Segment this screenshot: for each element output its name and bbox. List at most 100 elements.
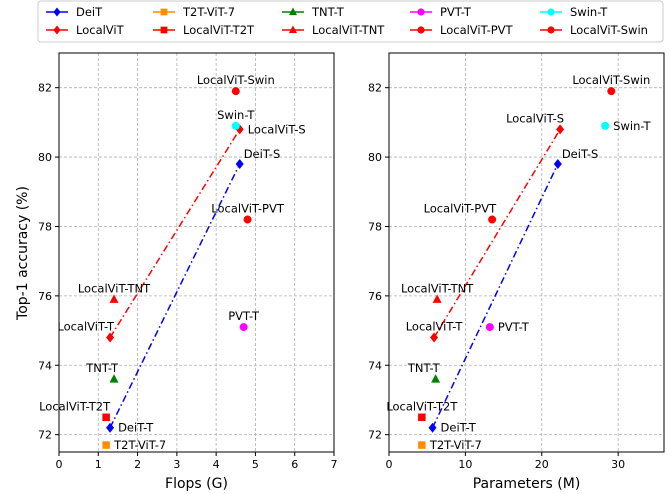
point-localvit-pvt <box>243 215 252 224</box>
point-deit-t <box>106 422 115 433</box>
legend-marker-swin-t <box>547 8 555 16</box>
flops-panel: 0 1 2 3 4 5 6 7 72 74 76 78 80 82 Flops (G) DeiT-T DeiT-… <box>38 52 338 492</box>
point-localvit-swin <box>231 87 240 96</box>
point-localvit-t2t <box>102 413 110 422</box>
legend-label-localvit: LocalViT <box>76 23 125 37</box>
y-tick-label: 72 <box>38 429 52 442</box>
y-tick-label: 74 <box>38 359 52 372</box>
point-label-localvit-pvt: LocalViT-PVT <box>424 202 498 216</box>
params-panel: 0 10 20 30 72 74 76 78 80 82 Parameters (M) DeiT-T D… <box>368 52 665 492</box>
x-tick-label: 10 <box>458 458 472 471</box>
x-tick-label: 0 <box>386 458 393 471</box>
point-label-tnt-t: TNT-T <box>407 361 441 375</box>
plot-frame <box>388 52 665 453</box>
point-label-tnt-t: TNT-T <box>85 361 119 375</box>
y-tick-label: 80 <box>368 151 382 164</box>
point-pvt-t <box>485 323 494 332</box>
legend-label-pvt-t: PVT-T <box>440 5 472 19</box>
legend-marker-localvit-pvt <box>417 26 425 34</box>
point-localvit-tnt <box>109 294 119 303</box>
trend-line-0 <box>431 163 559 429</box>
point-tnt-t <box>431 374 441 383</box>
legend: DeiT LocalViT T2T-ViT-7 LocalViT-T2T TNT-T Lo… <box>37 0 664 43</box>
point-t2t-vit-7 <box>102 441 110 449</box>
x-tick-label: 30 <box>611 458 625 471</box>
legend-marker-tnt-t <box>288 7 298 16</box>
x-axis-label: Parameters (M) <box>473 476 581 492</box>
point-label-localvit-swin: LocalViT-Swin <box>197 73 275 87</box>
point-label-deit-s: DeiT-S <box>562 147 599 161</box>
point-label-deit-s: DeiT-S <box>244 147 281 161</box>
y-tick-label: 80 <box>38 151 52 164</box>
legend-label-localvit-t2t: LocalViT-T2T <box>183 23 255 37</box>
legend-label-localvit-pvt: LocalViT-PVT <box>440 23 514 37</box>
trend-line-0 <box>109 163 241 429</box>
y-tick-label: 78 <box>38 220 52 233</box>
trend-line-1 <box>433 128 561 338</box>
x-tick-label: 1 <box>95 458 102 471</box>
point-label-localvit-t2t: LocalViT-T2T <box>39 399 111 413</box>
point-pvt-t <box>239 323 248 332</box>
y-tick-label: 82 <box>368 82 382 95</box>
y-tick-label: 76 <box>38 290 52 303</box>
legend-label-localvit-swin: LocalViT-Swin <box>570 23 648 37</box>
point-label-swin-t: Swin-T <box>613 119 651 133</box>
point-label-deit-t: DeiT-T <box>118 421 154 435</box>
point-label-localvit-s: LocalViT-S <box>248 122 306 136</box>
trend-line-1 <box>109 128 241 338</box>
y-tick-label: 72 <box>368 429 382 442</box>
point-deit-s <box>553 159 562 170</box>
point-localvit-t <box>106 332 115 343</box>
point-tnt-t <box>109 374 119 383</box>
x-tick-label: 2 <box>134 458 141 471</box>
point-deit-t <box>428 422 437 433</box>
point-label-localvit-swin: LocalViT-Swin <box>572 73 650 87</box>
x-tick-label: 0 <box>56 458 63 471</box>
point-t2t-vit-7 <box>418 441 426 449</box>
point-localvit-swin <box>607 87 616 96</box>
point-swin-t <box>601 121 610 130</box>
legend-label-t2t-vit-7: T2T-ViT-7 <box>182 5 235 19</box>
y-axis-label: Top-1 accuracy (%) <box>15 186 31 321</box>
legend-marker-t2t-vit-7 <box>160 8 168 16</box>
legend-marker-pvt-t <box>417 8 425 16</box>
point-label-pvt-t: PVT-T <box>498 320 530 334</box>
point-label-deit-t: DeiT-T <box>441 421 477 435</box>
x-tick-label: 3 <box>173 458 180 471</box>
point-label-localvit-t: LocalViT-T <box>406 320 464 334</box>
point-localvit-tnt <box>432 294 442 303</box>
legend-label-localvit-tnt: LocalViT-TNT <box>312 23 385 37</box>
point-label-localvit-tnt: LocalViT-TNT <box>78 281 151 295</box>
legend-box <box>37 0 664 43</box>
point-label-localvit-pvt: LocalViT-PVT <box>211 202 285 216</box>
x-tick-label: 20 <box>535 458 549 471</box>
plot-frame <box>58 52 335 453</box>
legend-label-deit: DeiT <box>76 5 103 19</box>
y-tick-label: 82 <box>38 82 52 95</box>
point-label-t2t-vit-7: T2T-ViT-7 <box>113 438 166 452</box>
point-label-localvit-s: LocalViT-S <box>506 111 564 125</box>
x-tick-label: 4 <box>213 458 220 471</box>
legend-marker-localvit-swin <box>547 26 555 34</box>
point-label-localvit-tnt: LocalViT-TNT <box>401 281 474 295</box>
legend-label-tnt-t: TNT-T <box>311 5 345 19</box>
x-tick-label: 5 <box>252 458 259 471</box>
legend-marker-deit <box>53 7 61 17</box>
y-tick-label: 74 <box>368 359 382 372</box>
x-tick-label: 6 <box>291 458 298 471</box>
x-tick-label: 7 <box>331 458 338 471</box>
legend-label-swin-t: Swin-T <box>570 5 608 19</box>
point-label-localvit-t2t: LocalViT-T2T <box>386 399 458 413</box>
legend-marker-localvit-tnt <box>288 25 298 34</box>
point-swin-t <box>231 121 240 130</box>
point-label-localvit-t: LocalViT-T <box>57 320 115 334</box>
point-localvit-pvt <box>488 215 497 224</box>
legend-marker-localvit-t2t <box>160 26 168 34</box>
legend-marker-localvit <box>53 25 61 35</box>
point-label-t2t-vit-7: T2T-ViT-7 <box>429 438 482 452</box>
point-localvit-s <box>556 124 565 135</box>
point-localvit-t <box>430 332 439 343</box>
y-tick-label: 76 <box>368 290 382 303</box>
y-tick-label: 78 <box>368 220 382 233</box>
